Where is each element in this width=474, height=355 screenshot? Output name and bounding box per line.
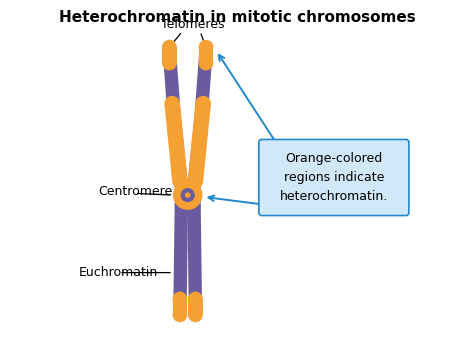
Circle shape [181, 188, 195, 202]
Polygon shape [188, 299, 203, 315]
Polygon shape [173, 299, 187, 315]
Circle shape [163, 44, 176, 58]
Circle shape [174, 197, 188, 211]
Circle shape [188, 307, 203, 322]
Circle shape [194, 111, 208, 124]
Circle shape [173, 180, 202, 210]
Text: Heterochromatin in mitotic chromosomes: Heterochromatin in mitotic chromosomes [59, 10, 415, 25]
Circle shape [185, 192, 191, 198]
Circle shape [172, 173, 188, 189]
Circle shape [164, 96, 180, 111]
Circle shape [187, 197, 201, 211]
Circle shape [189, 305, 202, 318]
Circle shape [194, 111, 208, 124]
Circle shape [188, 291, 203, 306]
Polygon shape [187, 204, 202, 311]
Polygon shape [173, 204, 188, 311]
Polygon shape [188, 103, 211, 182]
Circle shape [174, 180, 188, 193]
Text: Euchromatin: Euchromatin [79, 266, 158, 279]
Circle shape [168, 111, 181, 124]
Text: Telomeres: Telomeres [161, 18, 225, 31]
Circle shape [168, 111, 181, 124]
Text: Centromere: Centromere [98, 185, 172, 198]
Text: Orange-colored
regions indicate
heterochromatin.: Orange-colored regions indicate heteroch… [280, 152, 388, 203]
Circle shape [199, 40, 213, 55]
Polygon shape [187, 117, 208, 187]
Circle shape [199, 44, 213, 58]
Circle shape [162, 40, 177, 55]
FancyBboxPatch shape [259, 140, 409, 215]
Circle shape [195, 96, 211, 111]
Circle shape [173, 307, 187, 322]
Circle shape [173, 305, 187, 318]
Circle shape [188, 173, 203, 189]
Polygon shape [194, 50, 213, 118]
Polygon shape [163, 50, 181, 118]
Polygon shape [162, 47, 177, 63]
Circle shape [187, 180, 201, 193]
Circle shape [199, 56, 213, 70]
Polygon shape [168, 117, 188, 187]
Polygon shape [164, 103, 188, 182]
Circle shape [162, 56, 177, 70]
Polygon shape [199, 47, 213, 63]
Circle shape [173, 291, 187, 306]
